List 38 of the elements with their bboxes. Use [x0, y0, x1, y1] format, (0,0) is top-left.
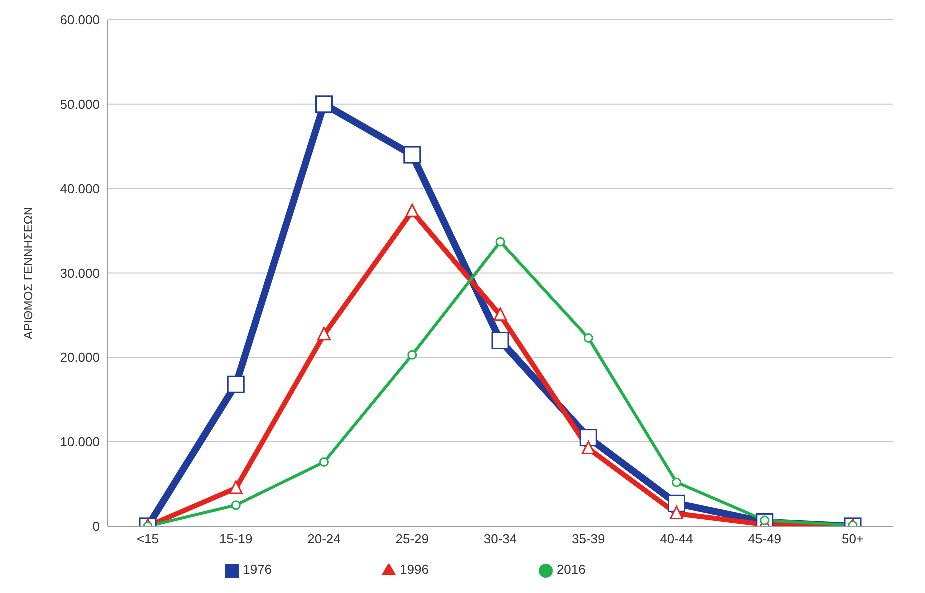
point — [406, 204, 420, 218]
y-tick-label: 0 — [92, 519, 100, 534]
point — [496, 237, 506, 247]
x-tick-label: 20-24 — [308, 532, 341, 547]
y-tick-label: 10.000 — [60, 434, 100, 450]
x-tick-label: 50+ — [842, 532, 864, 547]
point — [580, 429, 598, 447]
x-tick-label: 15-19 — [220, 532, 253, 547]
point — [404, 146, 422, 164]
point — [668, 494, 686, 512]
x-tick-label: 35-39 — [572, 532, 606, 547]
x-tick-label: 30-34 — [484, 532, 518, 547]
y-tick-label: 60.000 — [60, 12, 100, 28]
y-tick-label: 50.000 — [60, 97, 100, 112]
point — [672, 478, 682, 488]
point — [231, 500, 241, 510]
point — [229, 480, 243, 494]
point — [227, 376, 245, 394]
point — [318, 327, 331, 341]
point — [584, 333, 594, 343]
point — [670, 506, 684, 520]
point — [582, 441, 596, 455]
legend-label: 1976 — [243, 562, 272, 578]
point — [494, 308, 508, 322]
y-tick-label: 40.000 — [60, 181, 100, 196]
x-tick-label: 45-49 — [748, 532, 782, 547]
y-axis-title: ΑΡΙΘΜΟΣ ΓΕΝΝΗΣΕΩΝ — [21, 207, 36, 340]
x-tick-label: <15 — [136, 532, 160, 547]
y-tick-label: 20.000 — [60, 350, 100, 366]
point — [316, 96, 333, 114]
legend-label: 1996 — [400, 562, 429, 578]
point — [492, 332, 510, 350]
point — [320, 458, 329, 468]
x-tick-label: 40-44 — [660, 532, 694, 547]
point — [408, 350, 418, 360]
legend-label: 2016 — [556, 562, 586, 578]
x-tick-label: 25-29 — [396, 532, 429, 547]
y-tick-label: 30.000 — [60, 266, 100, 281]
